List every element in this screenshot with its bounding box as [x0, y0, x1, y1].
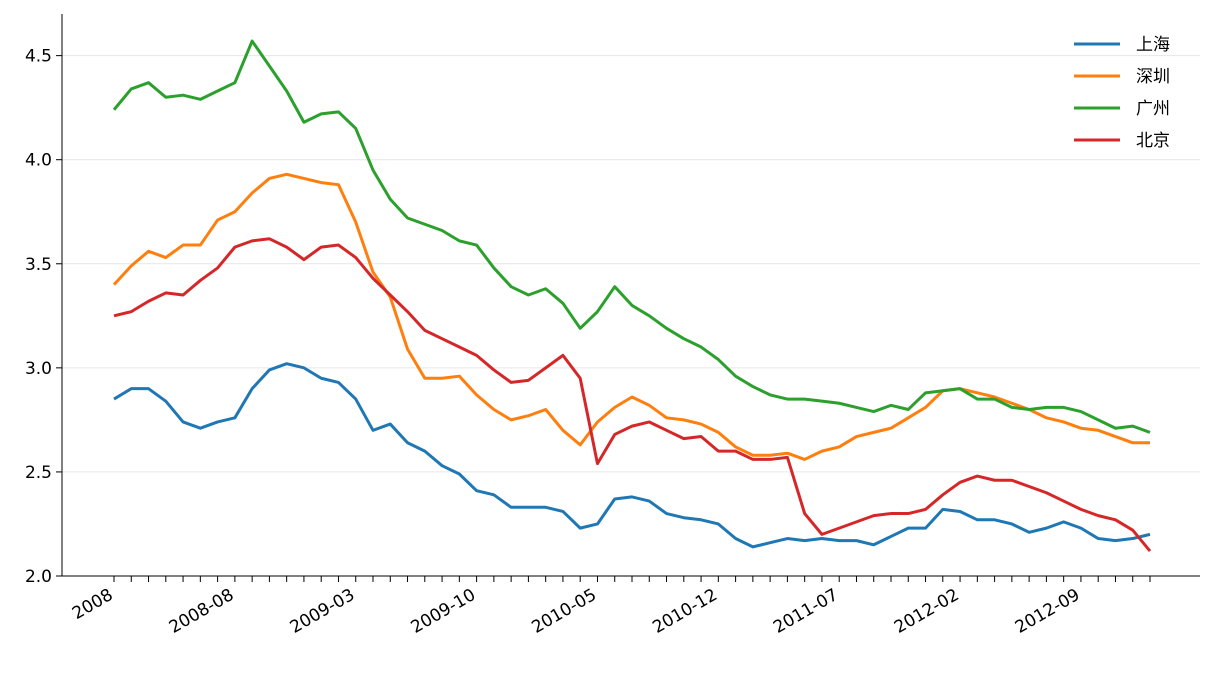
- x-tick-label: 2010-12: [649, 585, 721, 638]
- legend-label: 深圳: [1136, 67, 1170, 87]
- x-tick-label: 2012-02: [891, 585, 963, 638]
- x-tick-label: 2008: [69, 585, 116, 624]
- x-tick-label: 2010-05: [528, 585, 600, 638]
- series-line: [112, 172, 1150, 461]
- series-line: [112, 39, 1151, 434]
- x-tick-label: 2011-07: [770, 585, 842, 638]
- x-tick-label: 2009-10: [408, 585, 480, 638]
- legend-label: 广州: [1136, 99, 1170, 119]
- x-tick-label: 2008-08: [166, 585, 238, 638]
- legend-label: 上海: [1136, 35, 1170, 55]
- y-tick-label: 4.5: [25, 47, 52, 67]
- y-tick-label: 2.5: [25, 463, 52, 483]
- x-tick-label: 2009-03: [287, 585, 359, 638]
- legend-label: 北京: [1136, 131, 1170, 151]
- series-line: [113, 237, 1152, 552]
- y-tick-label: 2.0: [25, 567, 52, 587]
- y-tick-label: 3.0: [25, 359, 52, 379]
- x-tick-label: 2012-09: [1012, 585, 1084, 638]
- series-line: [113, 362, 1151, 549]
- y-tick-label: 4.0: [25, 151, 52, 171]
- y-tick-label: 3.5: [25, 255, 52, 275]
